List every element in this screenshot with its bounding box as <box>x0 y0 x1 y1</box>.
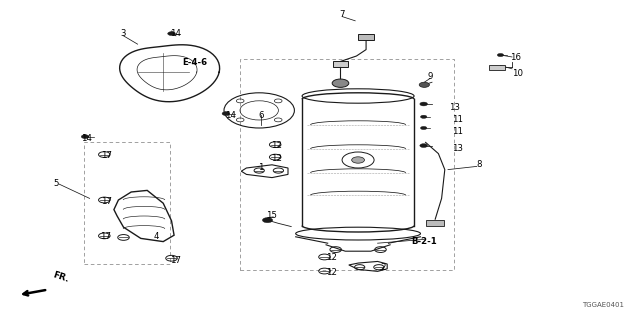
Text: 9: 9 <box>428 72 433 81</box>
Text: 14: 14 <box>170 29 182 38</box>
Text: 11: 11 <box>452 116 463 124</box>
Text: B-2-1: B-2-1 <box>412 237 437 246</box>
Text: 11: 11 <box>452 127 463 136</box>
Bar <box>84 142 170 264</box>
Text: 6: 6 <box>259 111 264 120</box>
Circle shape <box>420 144 428 148</box>
Text: 14: 14 <box>225 111 236 120</box>
Text: E-4-6: E-4-6 <box>182 58 208 67</box>
Bar <box>240 59 454 270</box>
Bar <box>489 65 505 70</box>
Text: 1: 1 <box>259 164 264 172</box>
Bar <box>358 34 374 40</box>
Text: 12: 12 <box>271 154 282 163</box>
Text: 3: 3 <box>121 29 126 38</box>
Text: 8: 8 <box>476 160 481 169</box>
Text: TGGAE0401: TGGAE0401 <box>582 302 624 308</box>
Text: 12: 12 <box>271 141 282 150</box>
Text: 17: 17 <box>101 151 113 160</box>
Text: 13: 13 <box>452 144 463 153</box>
Text: 10: 10 <box>511 69 523 78</box>
Circle shape <box>420 126 427 130</box>
Circle shape <box>332 79 349 87</box>
Text: 12: 12 <box>326 268 337 277</box>
Text: 16: 16 <box>509 53 521 62</box>
Circle shape <box>262 218 273 223</box>
Text: 14: 14 <box>81 134 92 143</box>
Circle shape <box>81 135 89 139</box>
Circle shape <box>352 157 365 163</box>
Text: 7: 7 <box>340 10 345 19</box>
Text: 17: 17 <box>101 197 113 206</box>
Circle shape <box>420 102 428 106</box>
Circle shape <box>497 53 504 57</box>
Text: 12: 12 <box>326 253 337 262</box>
Circle shape <box>168 32 175 36</box>
Text: 13: 13 <box>449 103 460 112</box>
Circle shape <box>419 82 429 87</box>
Text: 4: 4 <box>154 232 159 241</box>
Text: 15: 15 <box>266 212 278 220</box>
Circle shape <box>222 112 230 116</box>
Text: FR.: FR. <box>51 270 70 284</box>
Bar <box>426 220 444 226</box>
Text: 17: 17 <box>170 256 182 265</box>
Circle shape <box>420 115 427 118</box>
Text: 2: 2 <box>380 263 385 272</box>
Bar <box>333 61 348 67</box>
Text: 17: 17 <box>100 232 111 241</box>
Text: 5: 5 <box>54 180 59 188</box>
